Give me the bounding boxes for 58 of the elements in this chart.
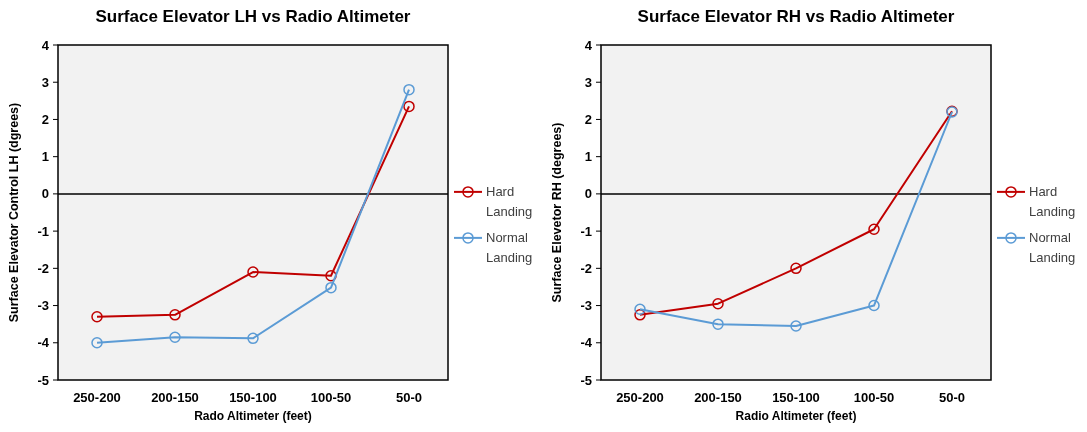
point [403, 100, 415, 113]
y-tick-label: -2 [580, 260, 592, 276]
x-tick-label: 50-0 [395, 390, 423, 405]
x-tick-label: 150-100 [229, 390, 277, 405]
point [169, 309, 181, 321]
point [91, 310, 103, 323]
y-tick-label: -5 [37, 372, 49, 388]
y-tick-label: -5 [580, 372, 592, 388]
chart-title: Surface Elevator LH vs Radio Altimeter [95, 7, 411, 26]
point [868, 223, 880, 235]
y-tick-label: -1 [37, 223, 49, 239]
x-tick-label: 250-200 [616, 390, 664, 405]
y-tick-label: -4 [580, 335, 593, 351]
point [325, 281, 337, 294]
y-axis-title: Surface Elevator Control LH (dgrees) [7, 102, 21, 323]
legend-label: Normal Landing [486, 230, 533, 265]
point [634, 309, 646, 321]
x-axis-title: Rado Altimeter (feet) [194, 409, 312, 423]
x-tick-label: 150-100 [772, 390, 820, 405]
y-tick-label: 4 [41, 37, 50, 53]
point [868, 299, 880, 312]
y-tick-label: -1 [580, 223, 592, 239]
y-tick-label: 2 [584, 111, 592, 127]
x-tick-label: 200-150 [694, 390, 742, 405]
x-tick-label: 100-50 [310, 390, 352, 405]
point [634, 303, 646, 316]
point [247, 332, 259, 345]
x-tick-label: 100-50 [853, 390, 895, 405]
chart-title: Surface Elevator RH vs Radio Altimeter [637, 7, 955, 26]
y-tick-label: 4 [584, 37, 593, 53]
y-tick-label: 0 [41, 186, 49, 202]
point [247, 266, 259, 278]
y-tick-label: -4 [37, 335, 50, 351]
y-tick-label: 2 [41, 111, 49, 127]
y-tick-label: 1 [584, 149, 592, 165]
x-tick-label: 250-200 [73, 390, 121, 405]
point [790, 262, 802, 275]
point [325, 270, 337, 282]
point [712, 297, 724, 310]
y-tick-label: 3 [41, 74, 49, 90]
point [91, 337, 103, 349]
y-tick-label: 3 [584, 74, 592, 90]
y-tick-label: -2 [37, 260, 49, 276]
y-tick-label: -3 [37, 298, 49, 314]
x-axis-title: Radio Altimeter (feet) [735, 409, 857, 423]
y-tick-label: 0 [584, 186, 592, 202]
y-axis-title: Surface Elevetor RH (degrees) [550, 122, 564, 303]
point [712, 318, 724, 330]
legend-label: Normal Landing [1029, 230, 1076, 265]
point [403, 83, 415, 96]
legend-label: Hard Landing [486, 184, 533, 219]
point [169, 331, 181, 343]
y-tick-label: 1 [41, 149, 49, 165]
x-tick-label: 50-0 [938, 390, 966, 405]
legend-label: Hard Landing [1029, 184, 1076, 219]
x-tick-label: 200-150 [151, 390, 199, 405]
point [790, 320, 802, 332]
y-tick-label: -3 [580, 298, 592, 314]
